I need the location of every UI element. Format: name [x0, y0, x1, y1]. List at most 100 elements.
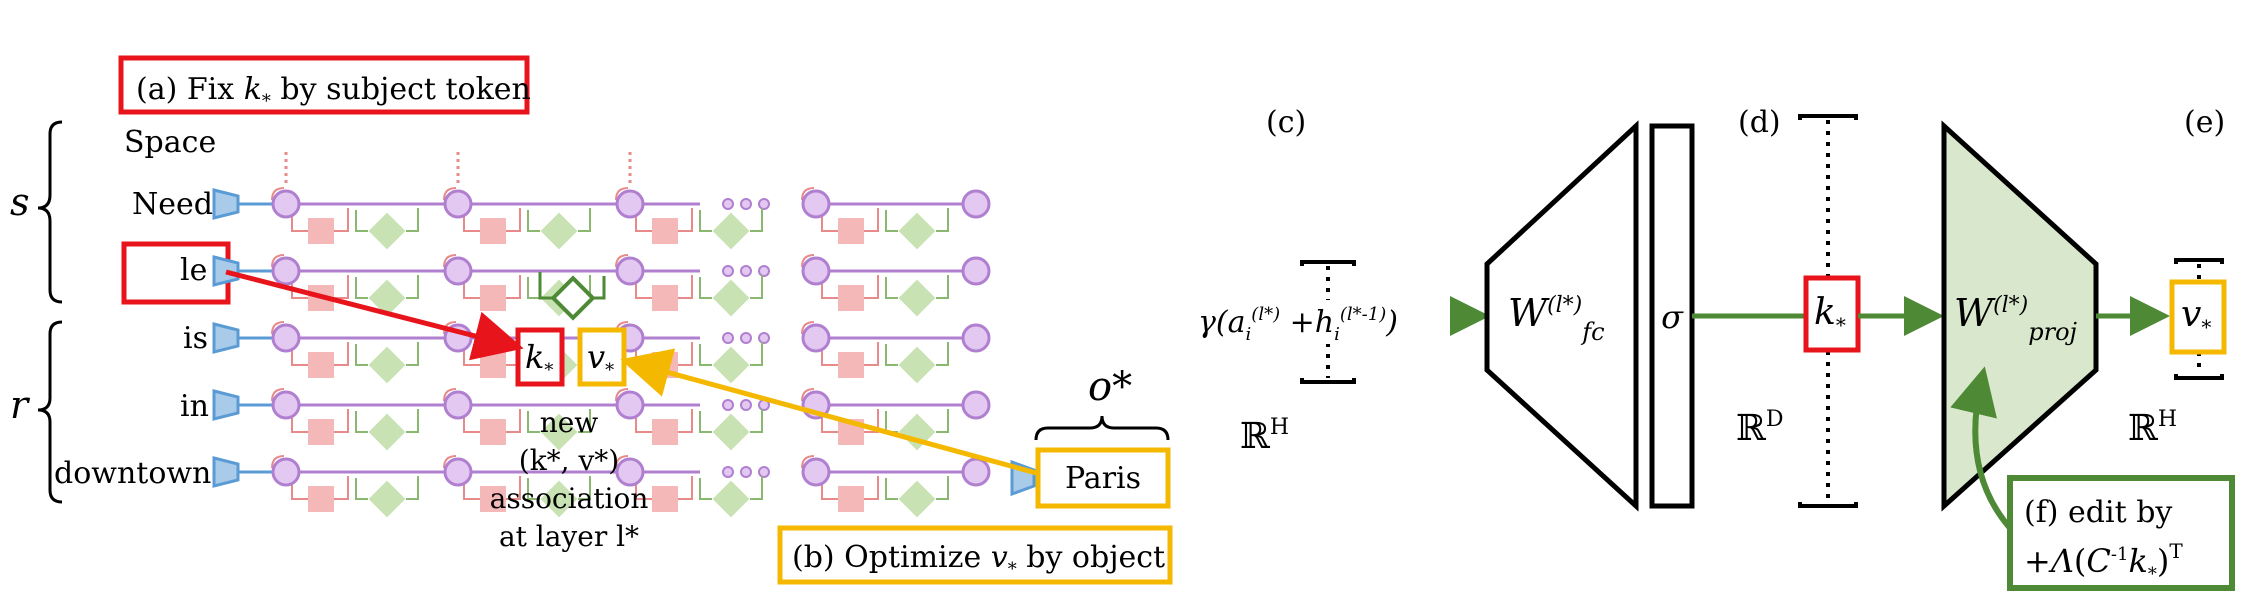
- mlp-edge: [936, 342, 949, 366]
- hidden-state: [271, 189, 301, 219]
- hidden-state: [271, 457, 301, 487]
- hidden-state: [615, 390, 645, 420]
- mlp-module: [712, 413, 750, 451]
- edit-box: [2007, 475, 2235, 591]
- attn-edge: [678, 275, 693, 299]
- attn-edge: [864, 476, 879, 500]
- attention-module: [838, 352, 864, 378]
- attn-curve: [615, 187, 629, 201]
- hidden-state: [615, 457, 645, 487]
- attention-module: [308, 218, 334, 244]
- attn-edge: [334, 409, 349, 433]
- hidden-state: [801, 189, 831, 219]
- attn-curve: [443, 187, 457, 201]
- attn-curve: [271, 455, 285, 469]
- svg-text:(k*, v*): (k*, v*): [519, 444, 619, 477]
- token-need: Need: [132, 187, 213, 222]
- attn-edge: [506, 409, 521, 433]
- sigma-label: σ: [1661, 298, 1684, 336]
- attn-edge: [334, 275, 349, 299]
- subject-token-box: [121, 241, 231, 305]
- paris-label: Paris: [1065, 461, 1141, 496]
- attn-edge: [506, 208, 521, 232]
- svg-text:(b) Optimize v* by object: (b) Optimize v* by object: [792, 540, 1165, 580]
- edited-mlp-edge: [538, 272, 556, 300]
- ellipsis-dot: [722, 466, 734, 478]
- attention-module: [480, 486, 506, 512]
- mlp-edge: [527, 277, 540, 299]
- attn-curve: [443, 321, 457, 335]
- hidden-state: [443, 256, 473, 286]
- attn-edge: [821, 484, 838, 500]
- mlp-edge: [936, 476, 949, 500]
- mlp-edge: [527, 478, 540, 500]
- attn-edge: [291, 484, 308, 500]
- attn-curve: [271, 254, 285, 268]
- mlp-edge: [750, 409, 763, 433]
- attn-edge: [821, 350, 838, 366]
- token-embedding: [212, 255, 240, 287]
- mlp-edge: [406, 476, 419, 500]
- attn-edge: [334, 208, 349, 232]
- hidden-state: [443, 189, 473, 219]
- token-embedding: [212, 188, 240, 220]
- edit-arrow: [1950, 366, 2013, 530]
- token-space: Space: [124, 125, 216, 160]
- mlp-module: [898, 480, 936, 518]
- mlp-edge: [750, 342, 763, 366]
- attn-edge: [291, 417, 308, 433]
- attn-edge: [506, 275, 521, 299]
- mlp-edge: [355, 210, 368, 232]
- token-is: is: [183, 321, 208, 356]
- attn-edge: [635, 484, 652, 500]
- object-brace: [1034, 415, 1170, 441]
- hidden-state: [961, 457, 991, 487]
- mlp-edge: [936, 208, 949, 232]
- token-embedding: [212, 456, 240, 488]
- hidden-state: [271, 256, 301, 286]
- attn-edge: [678, 342, 693, 366]
- attn-curve: [443, 455, 457, 469]
- mlp-edge: [578, 208, 591, 232]
- attn-edge: [291, 350, 308, 366]
- v-star-box: v*: [577, 327, 627, 387]
- ellipsis-dot: [740, 466, 752, 478]
- attn-edge: [463, 350, 480, 366]
- hidden-state: [443, 457, 473, 487]
- attention-module: [838, 486, 864, 512]
- attention-module: [308, 486, 334, 512]
- mlp-module: [368, 413, 406, 451]
- attn-edge: [821, 216, 838, 232]
- attn-edge: [334, 342, 349, 366]
- ellipsis-dot: [740, 198, 752, 210]
- attn-curve: [443, 388, 457, 402]
- mlp-module: [712, 279, 750, 317]
- attn-edge: [678, 409, 693, 433]
- mlp-edge: [699, 210, 712, 232]
- attn-edge: [635, 283, 652, 299]
- attn-curve: [443, 254, 457, 268]
- token-embedding: [212, 389, 240, 421]
- svg-text:at layer l*: at layer l*: [499, 520, 639, 553]
- mlp-edge: [699, 411, 712, 433]
- attn-curve: [801, 455, 815, 469]
- v-star-right-box: [2169, 279, 2227, 355]
- hidden-state: [271, 390, 301, 420]
- w-fc-block: [1484, 120, 1639, 512]
- mlp-edge: [527, 411, 540, 433]
- mlp-module: [898, 212, 936, 250]
- hidden-state: [801, 256, 831, 286]
- attention-module: [308, 352, 334, 378]
- attn-edge: [635, 417, 652, 433]
- edited-mlp-edge: [590, 276, 606, 300]
- brace-r: [37, 320, 63, 504]
- mlp-edge: [885, 210, 898, 232]
- mlp-edge: [699, 478, 712, 500]
- space-e: ℝH: [2128, 407, 2177, 449]
- attn-curve: [271, 187, 285, 201]
- edit-line2: +Λ(C-1k*)T: [2024, 539, 2183, 585]
- space-c: ℝH: [1240, 415, 1289, 457]
- attention-module: [480, 285, 506, 311]
- svg-text:v*: v*: [587, 338, 614, 381]
